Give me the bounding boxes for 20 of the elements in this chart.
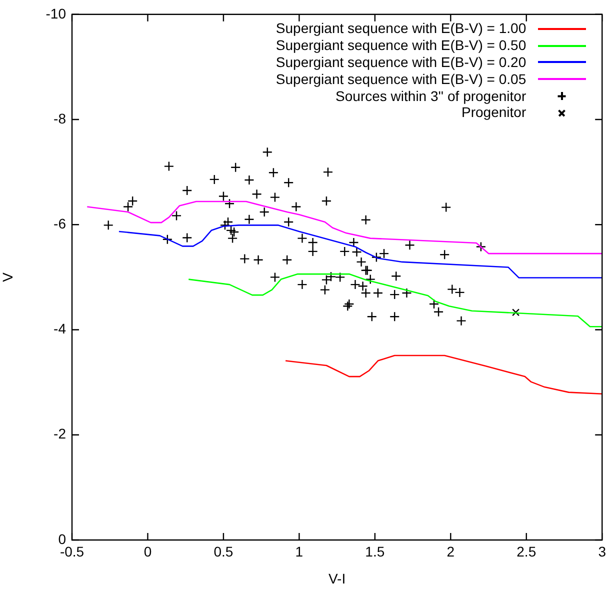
legend-label: Sources within 3'' of progenitor <box>336 88 526 104</box>
y-tick-label: -4 <box>54 320 66 337</box>
x-axis-title: V-I <box>328 570 346 586</box>
legend-label: Supergiant sequence with E(B-V) = 0.20 <box>276 54 526 71</box>
x-tick-label: 1 <box>295 543 304 560</box>
legend-label: Supergiant sequence with E(B-V) = 0.50 <box>276 37 526 54</box>
y-tick-label: -10 <box>46 5 66 22</box>
y-tick-label: -2 <box>54 426 66 442</box>
y-tick-label: -6 <box>54 216 66 232</box>
x-tick-label: 2.5 <box>516 543 536 560</box>
legend-label: Supergiant sequence with E(B-V) = 1.00 <box>276 20 526 38</box>
x-tick-label: 2 <box>446 543 455 560</box>
y-tick-label: -8 <box>54 110 66 126</box>
legend-label: Supergiant sequence with E(B-V) = 0.05 <box>276 70 526 88</box>
legend-label: Progenitor <box>462 104 526 122</box>
y-axis-title: V <box>0 272 16 282</box>
x-tick-label: 1.5 <box>365 543 385 560</box>
x-tick-label: 0.5 <box>214 543 234 560</box>
x-tick-label: 0 <box>144 543 152 560</box>
x-tick-label: 3 <box>598 543 606 560</box>
